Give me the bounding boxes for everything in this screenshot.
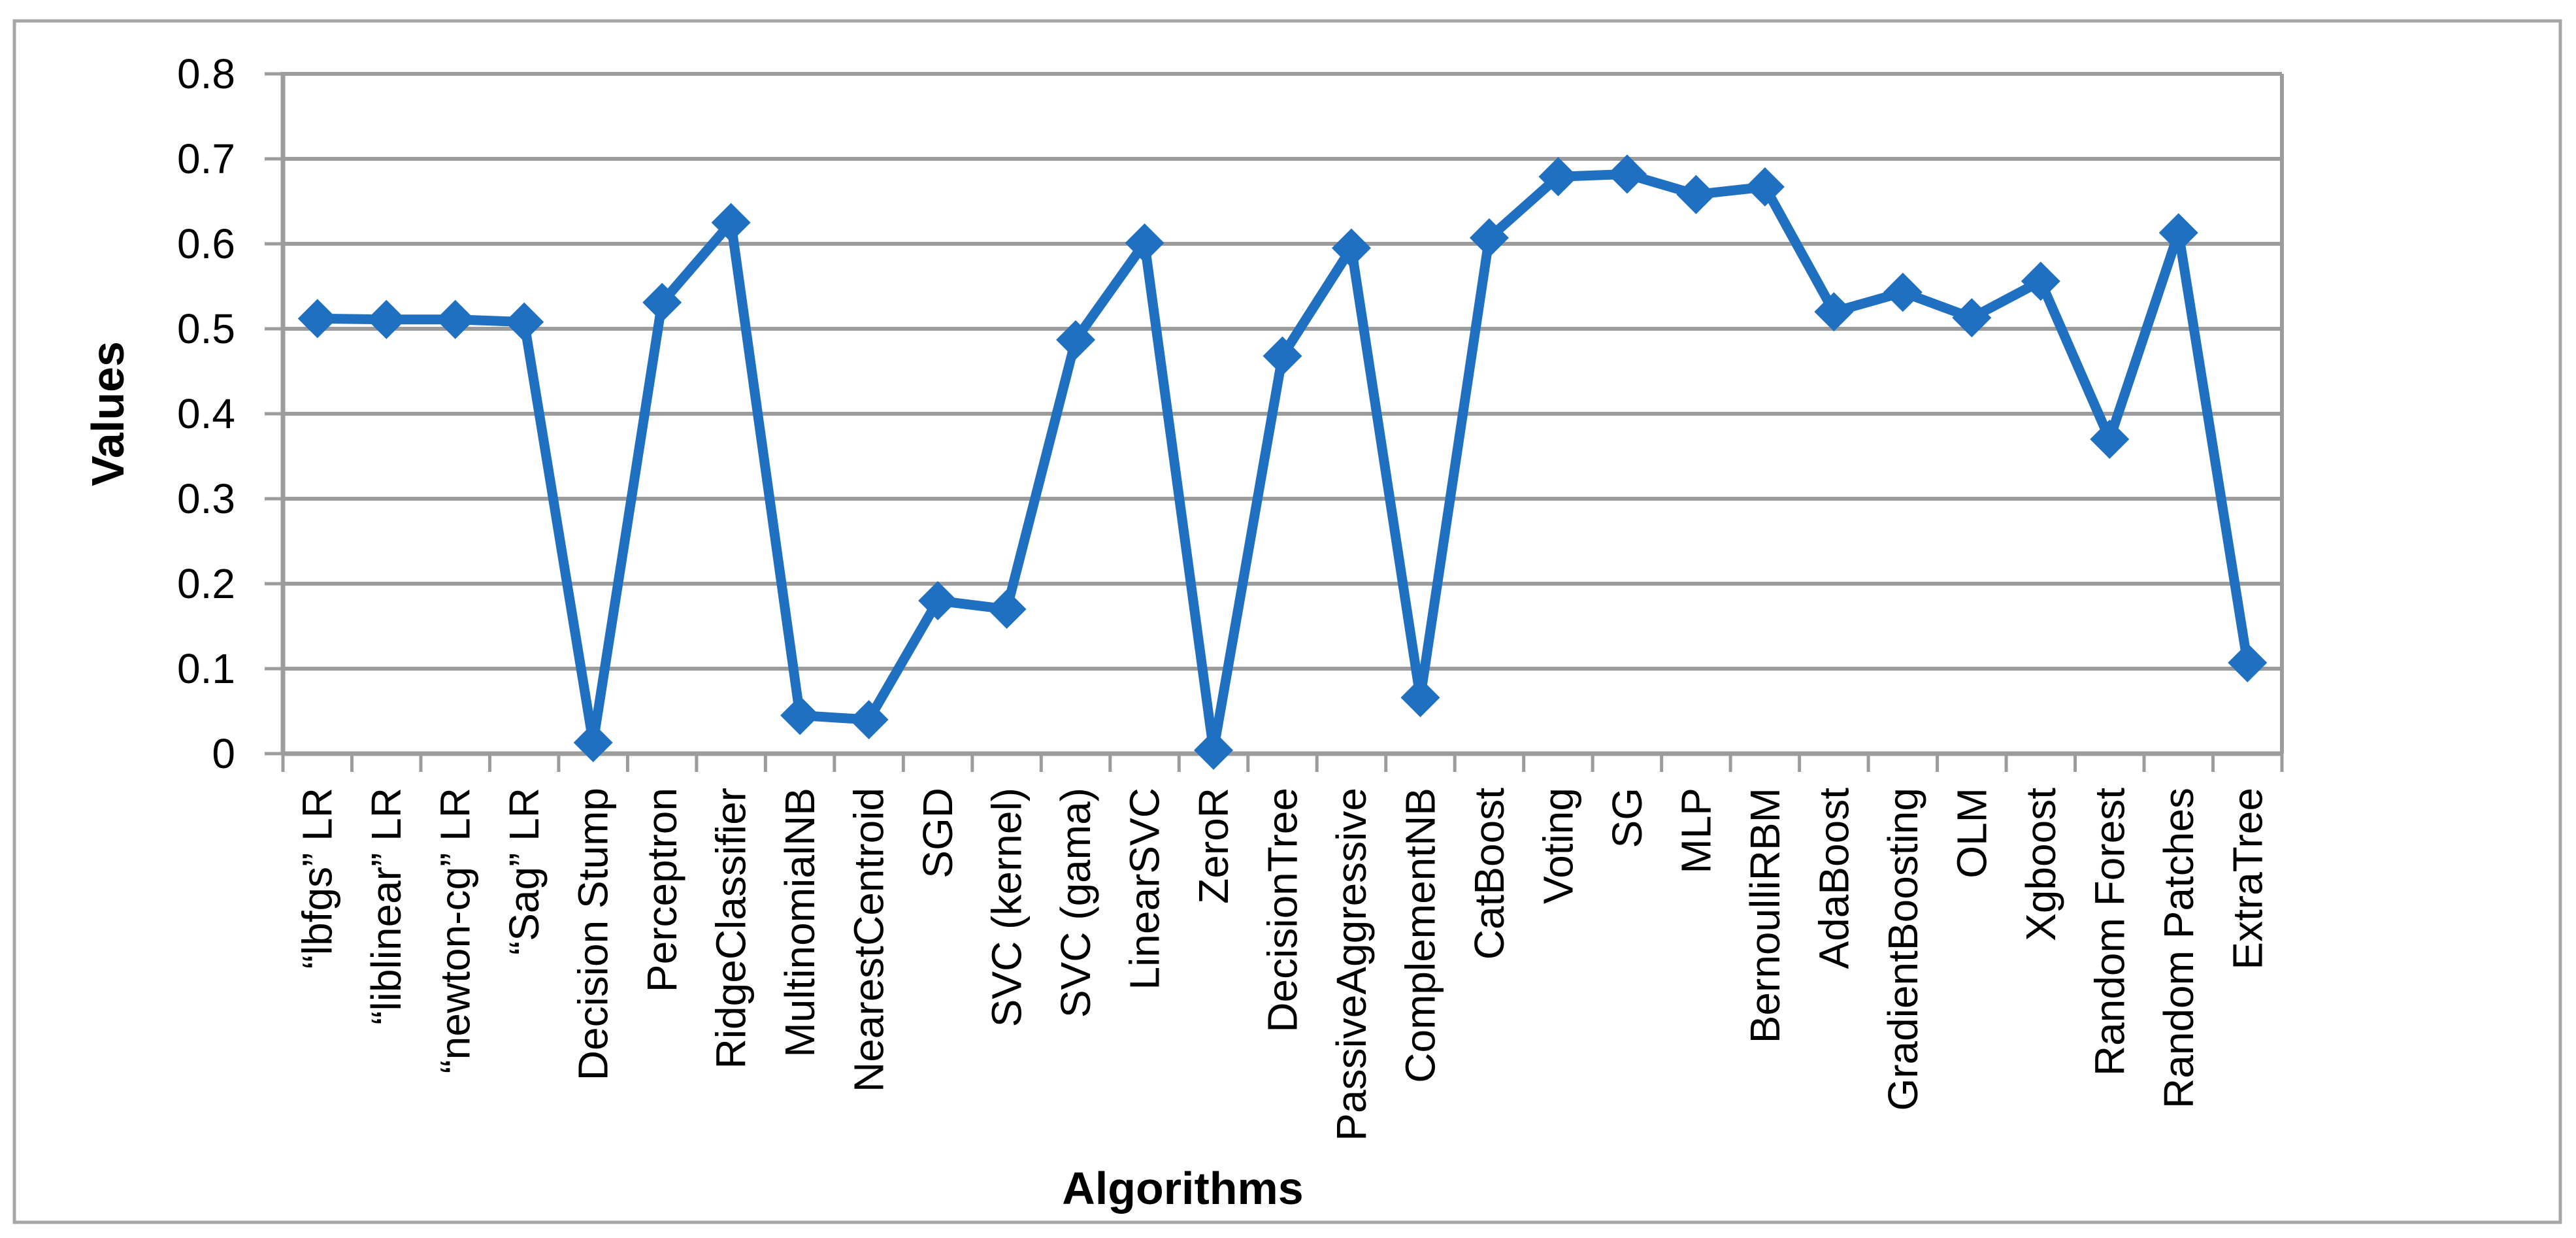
data-point-marker xyxy=(711,203,751,243)
category-label: ExtraTree xyxy=(2224,788,2271,970)
y-tick-label: 0 xyxy=(212,730,235,777)
category-label: MultinomialNB xyxy=(776,788,823,1058)
data-point-marker xyxy=(642,282,682,322)
category-label: DecisionTree xyxy=(1259,788,1306,1033)
category-label: “lbfgs” LR xyxy=(294,788,341,969)
figure-border xyxy=(12,19,2562,1224)
data-point-marker xyxy=(573,723,613,763)
data-point-marker xyxy=(1056,320,1096,360)
category-label: BernoulliRBM xyxy=(1742,788,1789,1043)
category-label: SG xyxy=(1604,788,1651,848)
category-label: SGD xyxy=(914,788,961,878)
category-label: Random Forest xyxy=(2086,788,2133,1076)
y-tick-label: 0.4 xyxy=(177,390,235,437)
series-layer xyxy=(297,154,2268,770)
data-point-marker xyxy=(918,581,958,620)
data-point-marker xyxy=(1814,292,1854,331)
y-tick-label: 0.8 xyxy=(177,50,235,97)
category-label: SVC (kernel) xyxy=(983,788,1031,1027)
y-axis-title: Values xyxy=(82,341,133,486)
data-point-marker xyxy=(367,299,406,339)
category-label: GradientBoosting xyxy=(1879,788,1926,1111)
data-point-marker xyxy=(780,695,820,735)
category-label: NearestCentroid xyxy=(846,788,893,1092)
category-label: CatBoost xyxy=(1466,788,1513,960)
data-point-marker xyxy=(2021,261,2060,301)
category-label: Random Patches xyxy=(2155,788,2202,1109)
category-label: “newton-cg” LR xyxy=(432,788,479,1074)
data-point-marker xyxy=(1607,154,1647,194)
data-point-marker xyxy=(1952,298,1992,338)
data-point-marker xyxy=(1125,223,1164,263)
category-label: AdaBoost xyxy=(1810,788,1857,969)
data-point-marker xyxy=(849,700,889,739)
category-label: Xgboost xyxy=(2017,788,2064,941)
category-label: MLP xyxy=(1672,788,1719,874)
category-label: PassiveAggressive xyxy=(1328,788,1375,1141)
y-tick-label: 0.2 xyxy=(177,560,235,607)
y-tick-label: 0.6 xyxy=(177,220,235,267)
data-point-marker xyxy=(2228,643,2268,682)
data-point-marker xyxy=(504,302,544,342)
category-label: “Sag” LR xyxy=(501,788,548,955)
category-label: OLM xyxy=(1948,788,1995,878)
data-point-marker xyxy=(1469,218,1509,258)
y-tick-label: 0.3 xyxy=(177,475,235,522)
y-tick-label: 0.1 xyxy=(177,645,235,692)
category-label: Decision Stump xyxy=(570,788,617,1080)
data-point-marker xyxy=(2158,213,2198,253)
category-label: ComplementNB xyxy=(1396,788,1444,1083)
y-tick-label: 0.5 xyxy=(177,305,235,352)
data-point-marker xyxy=(1331,228,1371,268)
category-label: RidgeClassifier xyxy=(708,788,755,1069)
data-point-marker xyxy=(987,590,1027,629)
data-point-marker xyxy=(2090,420,2130,459)
data-point-marker xyxy=(1263,336,1302,376)
category-label: Perceptron xyxy=(638,788,685,992)
data-point-marker xyxy=(435,299,475,339)
category-label: “liblinear” LR xyxy=(363,788,410,1025)
category-label: LinearSVC xyxy=(1121,788,1168,990)
category-label: Voting xyxy=(1534,788,1581,904)
data-point-marker xyxy=(1194,730,1234,770)
label-layer: 0 0.1 0.2 0.3 0.4 0.5 0.6 0.7 0.8 “lbfgs” LR “libl… xyxy=(177,50,2271,1141)
y-tick-label: 0.7 xyxy=(177,135,235,182)
data-point-marker xyxy=(1538,157,1578,197)
category-label: ZeroR xyxy=(1190,788,1237,904)
x-axis-title: Algorithms xyxy=(1062,1163,1303,1214)
data-point-marker xyxy=(1400,678,1440,718)
data-point-marker xyxy=(297,299,337,339)
data-point-marker xyxy=(1676,175,1716,214)
axis-layer xyxy=(265,72,2284,772)
data-point-marker xyxy=(1745,167,1785,207)
category-label: SVC (gama) xyxy=(1052,788,1099,1018)
data-point-marker xyxy=(1883,273,1923,312)
